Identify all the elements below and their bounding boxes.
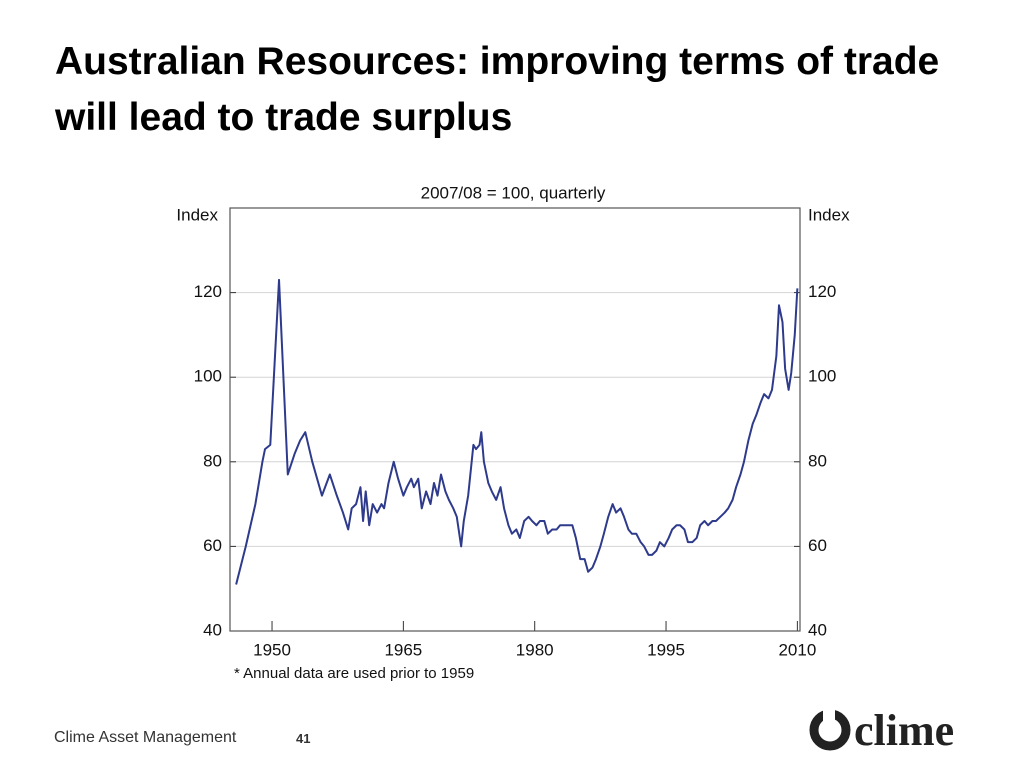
y-tick-label: 40 [203, 620, 222, 639]
x-tick-label: 1950 [253, 640, 291, 659]
footer-company: Clime Asset Management [54, 729, 237, 746]
y2-tick-label: 120 [808, 282, 836, 301]
y-tick-label: 120 [194, 282, 222, 301]
y-axis-label: Index [176, 205, 218, 224]
chart: 2007/08 = 100, quarterly Index Index * A… [176, 183, 850, 682]
x-tick-label: 1995 [647, 640, 685, 659]
y-tick-label: 80 [203, 451, 222, 470]
y2-tick-label: 60 [808, 536, 827, 555]
logo-text: clime [854, 706, 954, 755]
page-number: 41 [296, 731, 311, 746]
y2-axis-label: Index [808, 205, 850, 224]
data-line [235, 278, 799, 585]
y2-tick-label: 100 [808, 367, 836, 386]
y2-tick-label: 40 [808, 620, 827, 639]
chart-subtitle: 2007/08 = 100, quarterly [421, 183, 606, 202]
x-tick-label: 2010 [778, 640, 816, 659]
footnote: * Annual data are used prior to 1959 [234, 665, 474, 682]
logo: clime [809, 706, 954, 755]
y-tick-label: 60 [203, 536, 222, 555]
y-tick-label: 100 [194, 367, 222, 386]
y2-tick-label: 80 [808, 451, 827, 470]
plot-frame [229, 207, 801, 632]
slide-title: Australian Resources: improving terms of… [55, 40, 940, 139]
x-tick-label: 1965 [384, 640, 422, 659]
x-tick-label: 1980 [516, 640, 554, 659]
logo-icon-cut [823, 708, 835, 722]
